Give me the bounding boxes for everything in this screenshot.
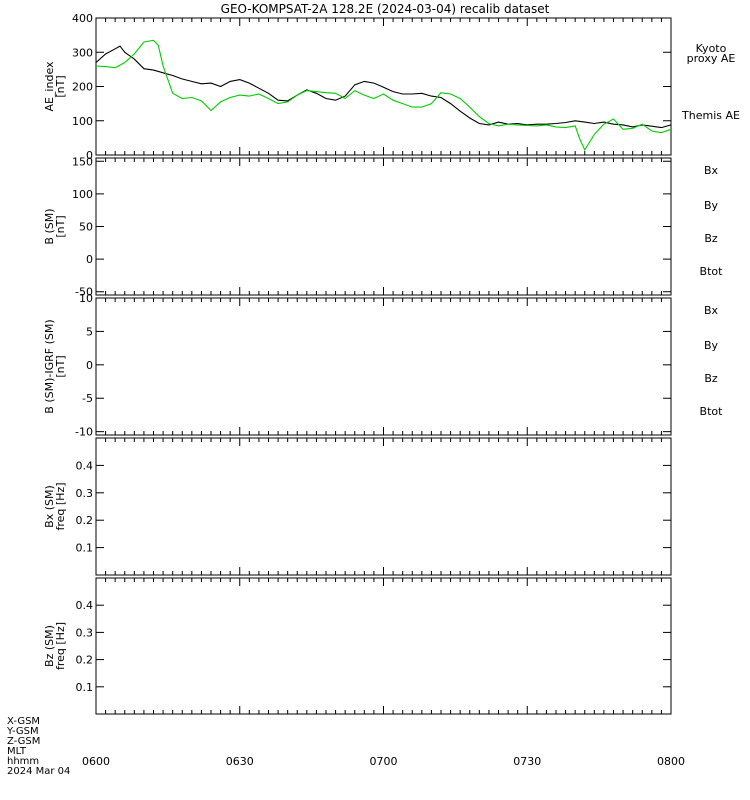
y-axis-label: Bz (SM) — [43, 625, 56, 667]
y-axis-label: Bx (SM) — [43, 485, 56, 528]
y-tick-label: 0 — [86, 149, 93, 162]
y-axis-label: freq [Hz] — [54, 482, 67, 530]
footer-row: MLT — [7, 746, 26, 757]
y-tick-label: 0.1 — [76, 542, 94, 555]
legend-label: By — [704, 199, 719, 212]
y-tick-label: 5 — [86, 325, 93, 338]
y-tick-label: 0.2 — [76, 514, 94, 527]
y-tick-label: 0.3 — [76, 626, 94, 639]
y-tick-label: 0.4 — [76, 599, 94, 612]
footer-row: Y-GSM — [7, 726, 39, 737]
legend-label: Bz — [704, 372, 718, 385]
footer-row: Z-GSM — [7, 736, 41, 747]
panel-frame — [95, 437, 672, 576]
chart-title: GEO-KOMPSAT-2A 128.2E (2024-03-04) recal… — [221, 2, 550, 16]
y-tick-label: 0.3 — [76, 487, 94, 500]
x-tick-label: 0600 — [82, 755, 110, 768]
y-axis-label: B (SM) — [43, 208, 56, 244]
y-tick-label: 100 — [72, 115, 93, 128]
legend-label: Btot — [700, 405, 724, 418]
y-axis-label: freq [Hz] — [54, 622, 67, 670]
y-tick-label: 200 — [72, 81, 93, 94]
y-axis-label: [nT] — [54, 75, 67, 97]
y-axis-label: AE_index — [43, 61, 56, 112]
panel-frame — [95, 577, 672, 715]
series-line — [95, 45, 672, 129]
y-axis-label: [nT] — [54, 215, 67, 237]
legend-label: Bz — [704, 232, 718, 245]
y-tick-label: 0.1 — [76, 681, 94, 694]
x-tick-label: 0700 — [370, 755, 398, 768]
x-tick-label: 0730 — [513, 755, 541, 768]
y-tick-label: 50 — [79, 221, 93, 234]
y-axis-label: B (SM)-IGRF (SM) — [43, 319, 56, 413]
panel-frame — [95, 17, 672, 156]
y-tick-label: 0.2 — [76, 654, 94, 667]
panel-frame — [95, 297, 672, 436]
legend-label: By — [704, 339, 719, 352]
x-tick-label: 0800 — [657, 755, 685, 768]
y-tick-label: 300 — [72, 46, 93, 59]
y-tick-label: -50 — [75, 286, 93, 299]
series-line — [95, 39, 672, 152]
y-tick-label: -5 — [82, 392, 93, 405]
x-tick-label: 0630 — [226, 755, 254, 768]
footer-row: X-GSM — [7, 716, 41, 727]
legend-label: Bx — [704, 304, 719, 317]
y-tick-label: 150 — [72, 155, 93, 168]
y-axis-label: [nT] — [54, 355, 67, 377]
y-tick-label: -10 — [75, 426, 93, 439]
y-tick-label: 0 — [86, 253, 93, 266]
legend-label: Kyoto — [696, 42, 727, 55]
footer-row: hhmm — [7, 756, 40, 767]
footer-row: 2024 Mar 04 — [7, 766, 71, 777]
legend-label: Themis AE — [681, 109, 740, 122]
panel-frame — [95, 157, 672, 296]
y-tick-label: 100 — [72, 188, 93, 201]
y-tick-label: 10 — [79, 292, 93, 305]
legend-label: Bx — [704, 164, 719, 177]
y-tick-label: 0 — [86, 359, 93, 372]
y-tick-label: 0.4 — [76, 459, 94, 472]
legend-label: proxy AE — [687, 52, 736, 65]
y-tick-label: 400 — [72, 12, 93, 25]
legend-label: Btot — [700, 265, 724, 278]
